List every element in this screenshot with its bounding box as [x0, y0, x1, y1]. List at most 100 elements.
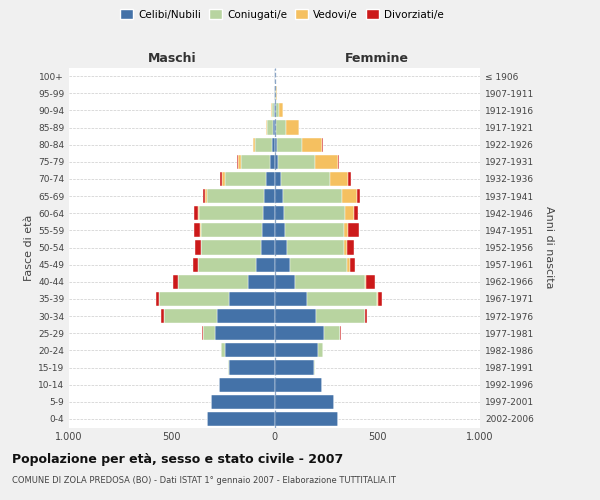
Bar	[343, 189, 356, 203]
Bar	[229, 360, 275, 374]
Bar	[349, 172, 350, 186]
Bar	[317, 344, 323, 357]
Bar	[290, 258, 347, 272]
Bar	[229, 292, 275, 306]
Bar	[201, 240, 260, 254]
Bar	[275, 326, 324, 340]
Bar	[275, 155, 278, 169]
Bar	[269, 155, 275, 169]
Bar	[275, 104, 278, 118]
Bar	[283, 189, 343, 203]
Bar	[322, 138, 323, 151]
Bar	[193, 258, 198, 272]
Bar	[160, 292, 229, 306]
Text: Popolazione per età, sesso e stato civile - 2007: Popolazione per età, sesso e stato civil…	[12, 452, 343, 466]
Bar	[275, 360, 314, 374]
Bar	[338, 155, 339, 169]
Bar	[222, 172, 225, 186]
Bar	[255, 138, 272, 151]
Bar	[238, 155, 241, 169]
Bar	[206, 189, 264, 203]
Bar	[266, 120, 267, 134]
Bar	[196, 240, 200, 254]
Bar	[275, 138, 277, 151]
Bar	[324, 326, 340, 340]
Bar	[286, 120, 299, 134]
Bar	[248, 275, 275, 289]
Bar	[365, 309, 367, 323]
Bar	[178, 275, 248, 289]
Bar	[215, 326, 275, 340]
Bar	[272, 104, 274, 118]
Bar	[346, 206, 353, 220]
Bar	[316, 309, 365, 323]
Bar	[272, 138, 275, 151]
Bar	[199, 206, 263, 220]
Bar	[315, 155, 338, 169]
Bar	[275, 275, 295, 289]
Bar	[205, 189, 206, 203]
Bar	[275, 258, 290, 272]
Bar	[228, 360, 229, 374]
Bar	[344, 240, 347, 254]
Bar	[276, 120, 286, 134]
Text: Maschi: Maschi	[148, 52, 196, 65]
Text: COMUNE DI ZOLA PREDOSA (BO) - Dati ISTAT 1° gennaio 2007 - Elaborazione TUTTITAL: COMUNE DI ZOLA PREDOSA (BO) - Dati ISTAT…	[12, 476, 396, 485]
Legend: Celibi/Nubili, Coniugati/e, Vedovi/e, Divorziati/e: Celibi/Nubili, Coniugati/e, Vedovi/e, Di…	[116, 5, 448, 24]
Bar	[365, 275, 366, 289]
Bar	[221, 344, 225, 357]
Bar	[275, 189, 283, 203]
Bar	[266, 172, 275, 186]
Bar	[281, 172, 330, 186]
Bar	[217, 309, 275, 323]
Bar	[275, 224, 285, 237]
Bar	[295, 275, 365, 289]
Bar	[161, 309, 164, 323]
Bar	[237, 155, 238, 169]
Bar	[275, 412, 338, 426]
Bar	[202, 326, 203, 340]
Bar	[200, 224, 262, 237]
Bar	[173, 275, 178, 289]
Bar	[206, 412, 275, 426]
Bar	[260, 240, 275, 254]
Bar	[263, 206, 275, 220]
Bar	[275, 378, 322, 392]
Bar	[194, 206, 199, 220]
Bar	[264, 189, 275, 203]
Bar	[156, 292, 159, 306]
Bar	[253, 138, 255, 151]
Bar	[347, 240, 353, 254]
Bar	[275, 344, 317, 357]
Bar	[199, 258, 256, 272]
Bar	[164, 309, 217, 323]
Text: Femmine: Femmine	[345, 52, 409, 65]
Bar	[220, 172, 222, 186]
Bar	[287, 240, 344, 254]
Bar	[356, 189, 360, 203]
Bar	[262, 224, 275, 237]
Bar	[277, 138, 302, 151]
Bar	[275, 120, 276, 134]
Bar	[275, 309, 316, 323]
Bar	[267, 120, 273, 134]
Bar	[278, 104, 283, 118]
Bar	[203, 189, 205, 203]
Bar	[275, 206, 284, 220]
Bar	[275, 86, 277, 100]
Bar	[203, 326, 215, 340]
Bar	[377, 292, 378, 306]
Bar	[241, 155, 269, 169]
Bar	[225, 172, 266, 186]
Bar	[219, 378, 275, 392]
Bar	[284, 206, 346, 220]
Bar	[378, 292, 382, 306]
Bar	[275, 240, 287, 254]
Bar	[278, 155, 315, 169]
Bar	[344, 224, 349, 237]
Bar	[275, 172, 281, 186]
Bar	[256, 258, 275, 272]
Y-axis label: Fasce di età: Fasce di età	[24, 214, 34, 280]
Bar	[330, 172, 349, 186]
Bar	[275, 395, 334, 409]
